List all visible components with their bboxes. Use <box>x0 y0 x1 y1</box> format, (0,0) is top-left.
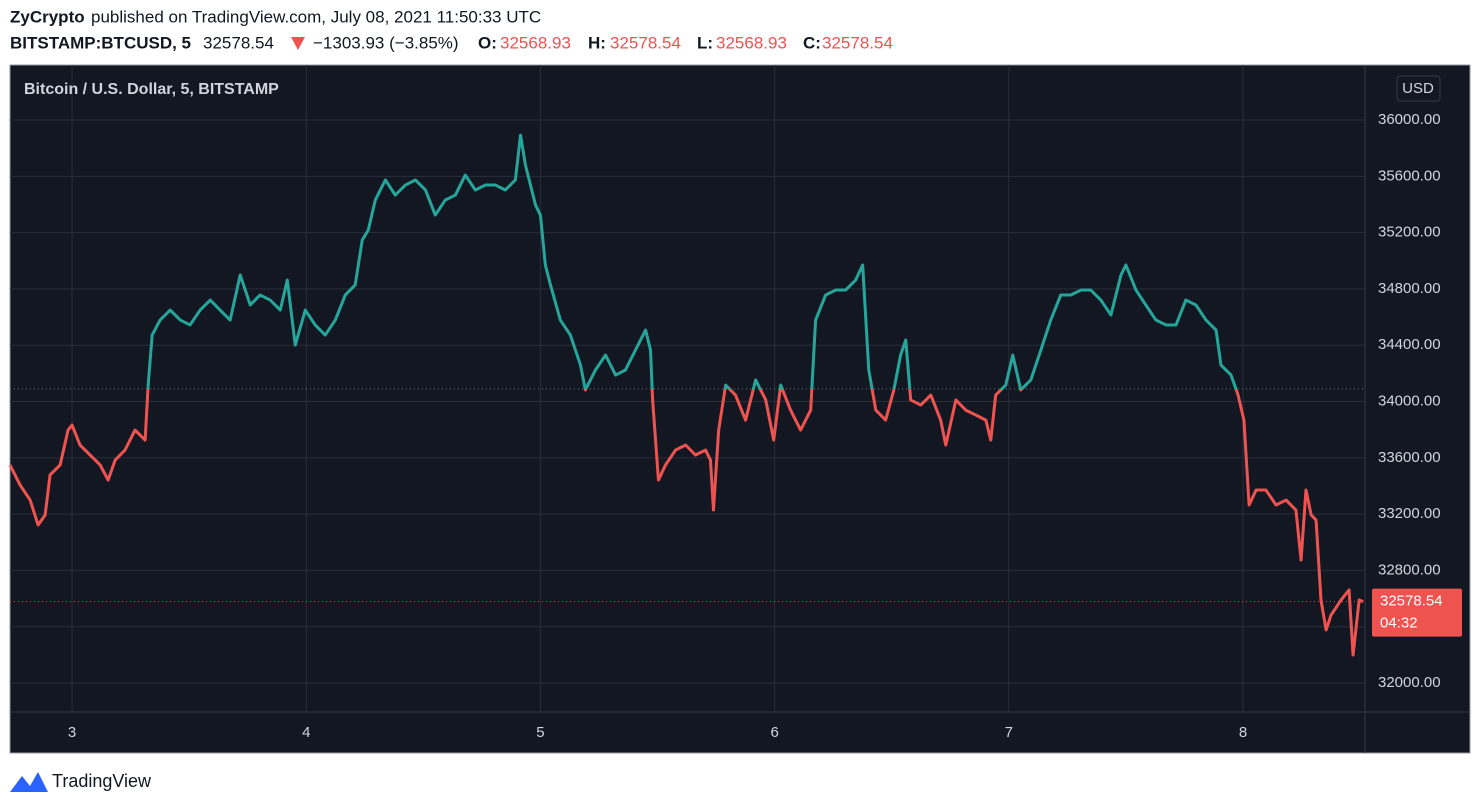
y-tick-label: 32800.00 <box>1378 561 1441 578</box>
brand: TradingView <box>52 771 152 791</box>
x-tick-label: 3 <box>68 724 76 741</box>
logo <box>10 772 48 792</box>
y-tick-label: 33200.00 <box>1378 505 1441 522</box>
ohlc-label: H: <box>588 33 606 52</box>
ohlc-label: C: <box>803 33 821 52</box>
ohlc-label: L: <box>697 33 713 52</box>
series-legend: Bitcoin / U.S. Dollar, 5, BITSTAMP <box>24 81 279 98</box>
symbol: BITSTAMP:BTCUSD, 5 <box>10 33 191 52</box>
y-tick-label: 36000.00 <box>1378 111 1441 128</box>
y-tick-label: 35600.00 <box>1378 167 1441 184</box>
publisher: ZyCrypto <box>10 7 85 26</box>
x-tick-label: 7 <box>1005 724 1013 741</box>
x-tick-label: 5 <box>536 724 544 741</box>
y-tick-label: 34400.00 <box>1378 336 1441 353</box>
ohlc-value: 32568.93 <box>716 33 787 52</box>
ohlc-value: 32578.54 <box>822 33 893 52</box>
published-info: published on TradingView.com, July 08, 2… <box>91 7 541 26</box>
ohlc-value: 32578.54 <box>610 33 681 52</box>
last-price: 32578.54 <box>203 33 274 52</box>
y-tick-label: 33600.00 <box>1378 449 1441 466</box>
x-tick-label: 8 <box>1239 724 1247 741</box>
last-price-label: 32578.54 <box>1380 593 1443 610</box>
x-tick-label: 4 <box>302 724 310 741</box>
ohlc-label: O: <box>478 33 497 52</box>
countdown: 04:32 <box>1380 615 1418 632</box>
y-tick-label: 35200.00 <box>1378 224 1441 241</box>
y-tick-label: 32000.00 <box>1378 674 1441 691</box>
y-tick-label: 34000.00 <box>1378 392 1441 409</box>
price-line <box>8 133 1364 657</box>
currency: USD <box>1402 80 1434 97</box>
y-tick-label: 34800.00 <box>1378 280 1441 297</box>
down-arrow <box>291 37 305 50</box>
logo-mark <box>10 772 48 792</box>
last-price-box <box>1372 588 1462 637</box>
currency-box[interactable] <box>1396 75 1441 102</box>
change: −1303.93 (−3.85%) <box>313 33 459 52</box>
ohlc-value: 32568.93 <box>500 33 571 52</box>
x-tick-label: 6 <box>770 724 778 741</box>
